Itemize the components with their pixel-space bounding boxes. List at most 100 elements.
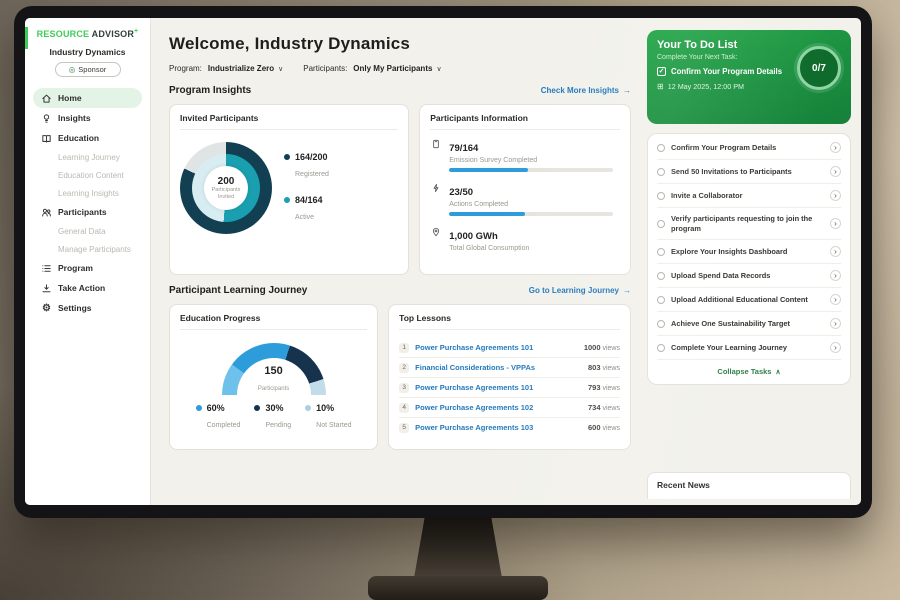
stat-value: 79/164 <box>449 143 479 154</box>
sidebar-item-insights[interactable]: Insights <box>33 108 142 128</box>
chevron-right-icon[interactable]: › <box>830 342 841 354</box>
participants-filter-label: Participants: <box>303 64 348 73</box>
sidebar-item-settings[interactable]: ⚙ Settings <box>33 298 142 318</box>
location-pin-icon <box>430 226 442 256</box>
task-row[interactable]: Achieve One Sustainability Target › <box>657 312 841 337</box>
task-checkbox[interactable] <box>657 343 665 352</box>
task-row[interactable]: Confirm Your Program Details › <box>657 136 841 160</box>
task-row[interactable]: Explore Your Insights Dashboard › <box>657 240 841 265</box>
legend-value: 10% <box>316 403 335 413</box>
sidebar-item-label: Program <box>58 263 93 273</box>
task-row[interactable]: Upload Spend Data Records › <box>657 264 841 289</box>
donut-center: 200 Participants Invited <box>204 166 248 210</box>
chevron-right-icon[interactable]: › <box>830 318 841 330</box>
sidebar-item-education-content[interactable]: Education Content <box>58 170 124 180</box>
main-content: Welcome, Industry Dynamics Program: Indu… <box>151 18 645 505</box>
task-checkbox[interactable] <box>657 247 665 256</box>
todo-title: Your To Do List <box>657 39 738 51</box>
card-title: Invited Participants <box>180 113 399 130</box>
sidebar-item-label: Insights <box>58 113 91 123</box>
task-checkbox[interactable] <box>657 143 665 152</box>
task-label: Confirm Your Program Details <box>671 142 777 152</box>
program-insights-header: Program Insights Check More Insights → <box>169 85 631 96</box>
task-checkbox[interactable] <box>657 219 665 228</box>
people-icon <box>41 207 52 218</box>
monitor-bezel: RESOURCE ADVISOR+ Industry Dynamics ◎ Sp… <box>14 6 872 518</box>
chevron-right-icon[interactable]: › <box>830 294 841 306</box>
donut-legend: 164/200 Registered 84/164 Active <box>284 152 329 224</box>
brand-accent-bar <box>25 27 28 49</box>
sidebar-item-take-action[interactable]: Take Action <box>33 278 142 298</box>
sidebar-item-learning-journey[interactable]: Learning Journey <box>58 152 120 162</box>
task-checkbox[interactable] <box>657 271 665 280</box>
book-icon <box>41 133 52 144</box>
donut-center-label: Participants Invited <box>211 186 241 200</box>
task-label: Upload Spend Data Records <box>671 270 771 280</box>
checkbox-icon: ✓ <box>657 67 666 76</box>
sponsor-badge-label: Sponsor <box>78 65 107 74</box>
lesson-views: 1000 views <box>583 343 620 352</box>
not-started-dot <box>305 405 312 411</box>
lesson-row: 2 Financial Considerations - VPPAs 803 v… <box>399 358 620 378</box>
chevron-right-icon[interactable]: › <box>830 142 841 153</box>
gauge-center-value: 150 <box>264 364 283 377</box>
sidebar-item-program[interactable]: Program <box>33 258 142 278</box>
participants-dropdown[interactable]: Only My Participants ∨ <box>353 64 441 73</box>
check-more-insights-link[interactable]: Check More Insights → <box>541 86 631 95</box>
lesson-link[interactable]: Power Purchase Agreements 103 <box>415 423 534 432</box>
task-checkbox[interactable] <box>657 319 665 328</box>
participants-information-card: Participants Information 79/164 Emission… <box>419 104 631 275</box>
chevron-right-icon[interactable]: › <box>830 190 841 201</box>
task-row[interactable]: Verify participants requesting to join t… <box>657 208 841 241</box>
sidebar-nav: Home Insights Education Learning Journey… <box>33 88 142 318</box>
legend-registered: 164/200 Registered <box>284 152 329 181</box>
sidebar-item-education[interactable]: Education <box>33 128 142 148</box>
todo-next-task[interactable]: ✓ Confirm Your Program Details <box>657 67 791 76</box>
gear-icon: ⚙ <box>42 302 51 314</box>
filter-bar: Program: Industrialize Zero ∨ Participan… <box>169 64 631 73</box>
lesson-views: 793 views <box>588 383 620 392</box>
sidebar-item-manage-participants[interactable]: Manage Participants <box>58 244 131 254</box>
sidebar-item-participants[interactable]: Participants <box>33 202 142 222</box>
program-filter-label: Program: <box>169 64 202 73</box>
chevron-right-icon[interactable]: › <box>830 270 841 282</box>
legend-label: Registered <box>295 171 329 178</box>
task-checkbox[interactable] <box>657 295 665 304</box>
stat-value: 1,000 GWh <box>449 231 498 242</box>
sidebar-item-learning-insights[interactable]: Learning Insights <box>58 188 119 198</box>
task-row[interactable]: Upload Additional Educational Content › <box>657 288 841 313</box>
top-lessons-card: Top Lessons 1 Power Purchase Agreements … <box>388 304 631 450</box>
lesson-row: 3 Power Purchase Agreements 101 793 view… <box>399 378 620 398</box>
lesson-rank: 3 <box>399 382 410 393</box>
chevron-right-icon[interactable]: › <box>830 246 841 258</box>
stat-global-consumption: 1,000 GWh Total Global Consumption <box>430 226 620 256</box>
lesson-link[interactable]: Financial Considerations - VPPAs <box>415 363 536 372</box>
task-label: Achieve One Sustainability Target <box>671 318 790 328</box>
lesson-link[interactable]: Power Purchase Agreements 102 <box>415 403 534 412</box>
progress-fill <box>449 168 528 172</box>
task-row[interactable]: Complete Your Learning Journey › <box>657 336 841 361</box>
sponsor-badge[interactable]: ◎ Sponsor <box>54 62 121 77</box>
pending-dot <box>254 405 261 411</box>
lesson-link[interactable]: Power Purchase Agreements 101 <box>415 383 534 392</box>
collapse-tasks-link[interactable]: Collapse Tasks ∧ <box>657 360 841 382</box>
chevron-up-icon: ∧ <box>775 368 781 376</box>
arrow-right-icon: → <box>623 86 631 95</box>
calendar-icon: ⊞ <box>657 81 664 91</box>
bulb-icon <box>41 113 52 124</box>
lesson-link[interactable]: Power Purchase Agreements 101 <box>415 343 534 352</box>
chevron-right-icon[interactable]: › <box>830 218 841 230</box>
go-to-learning-journey-link[interactable]: Go to Learning Journey → <box>529 286 631 295</box>
recent-news-header[interactable]: Recent News <box>647 472 851 499</box>
sidebar-item-home[interactable]: Home <box>33 88 142 108</box>
program-dropdown[interactable]: Industrialize Zero ∨ <box>208 64 283 73</box>
task-checkbox[interactable] <box>657 167 665 176</box>
task-row[interactable]: Invite a Collaborator › <box>657 184 841 208</box>
task-row[interactable]: Send 50 Invitations to Participants › <box>657 160 841 184</box>
task-checkbox[interactable] <box>657 191 665 200</box>
learning-journey-title: Participant Learning Journey <box>169 285 308 296</box>
sidebar-item-general-data[interactable]: General Data <box>58 226 106 236</box>
chevron-right-icon[interactable]: › <box>830 166 841 177</box>
lesson-rank: 1 <box>399 342 410 353</box>
